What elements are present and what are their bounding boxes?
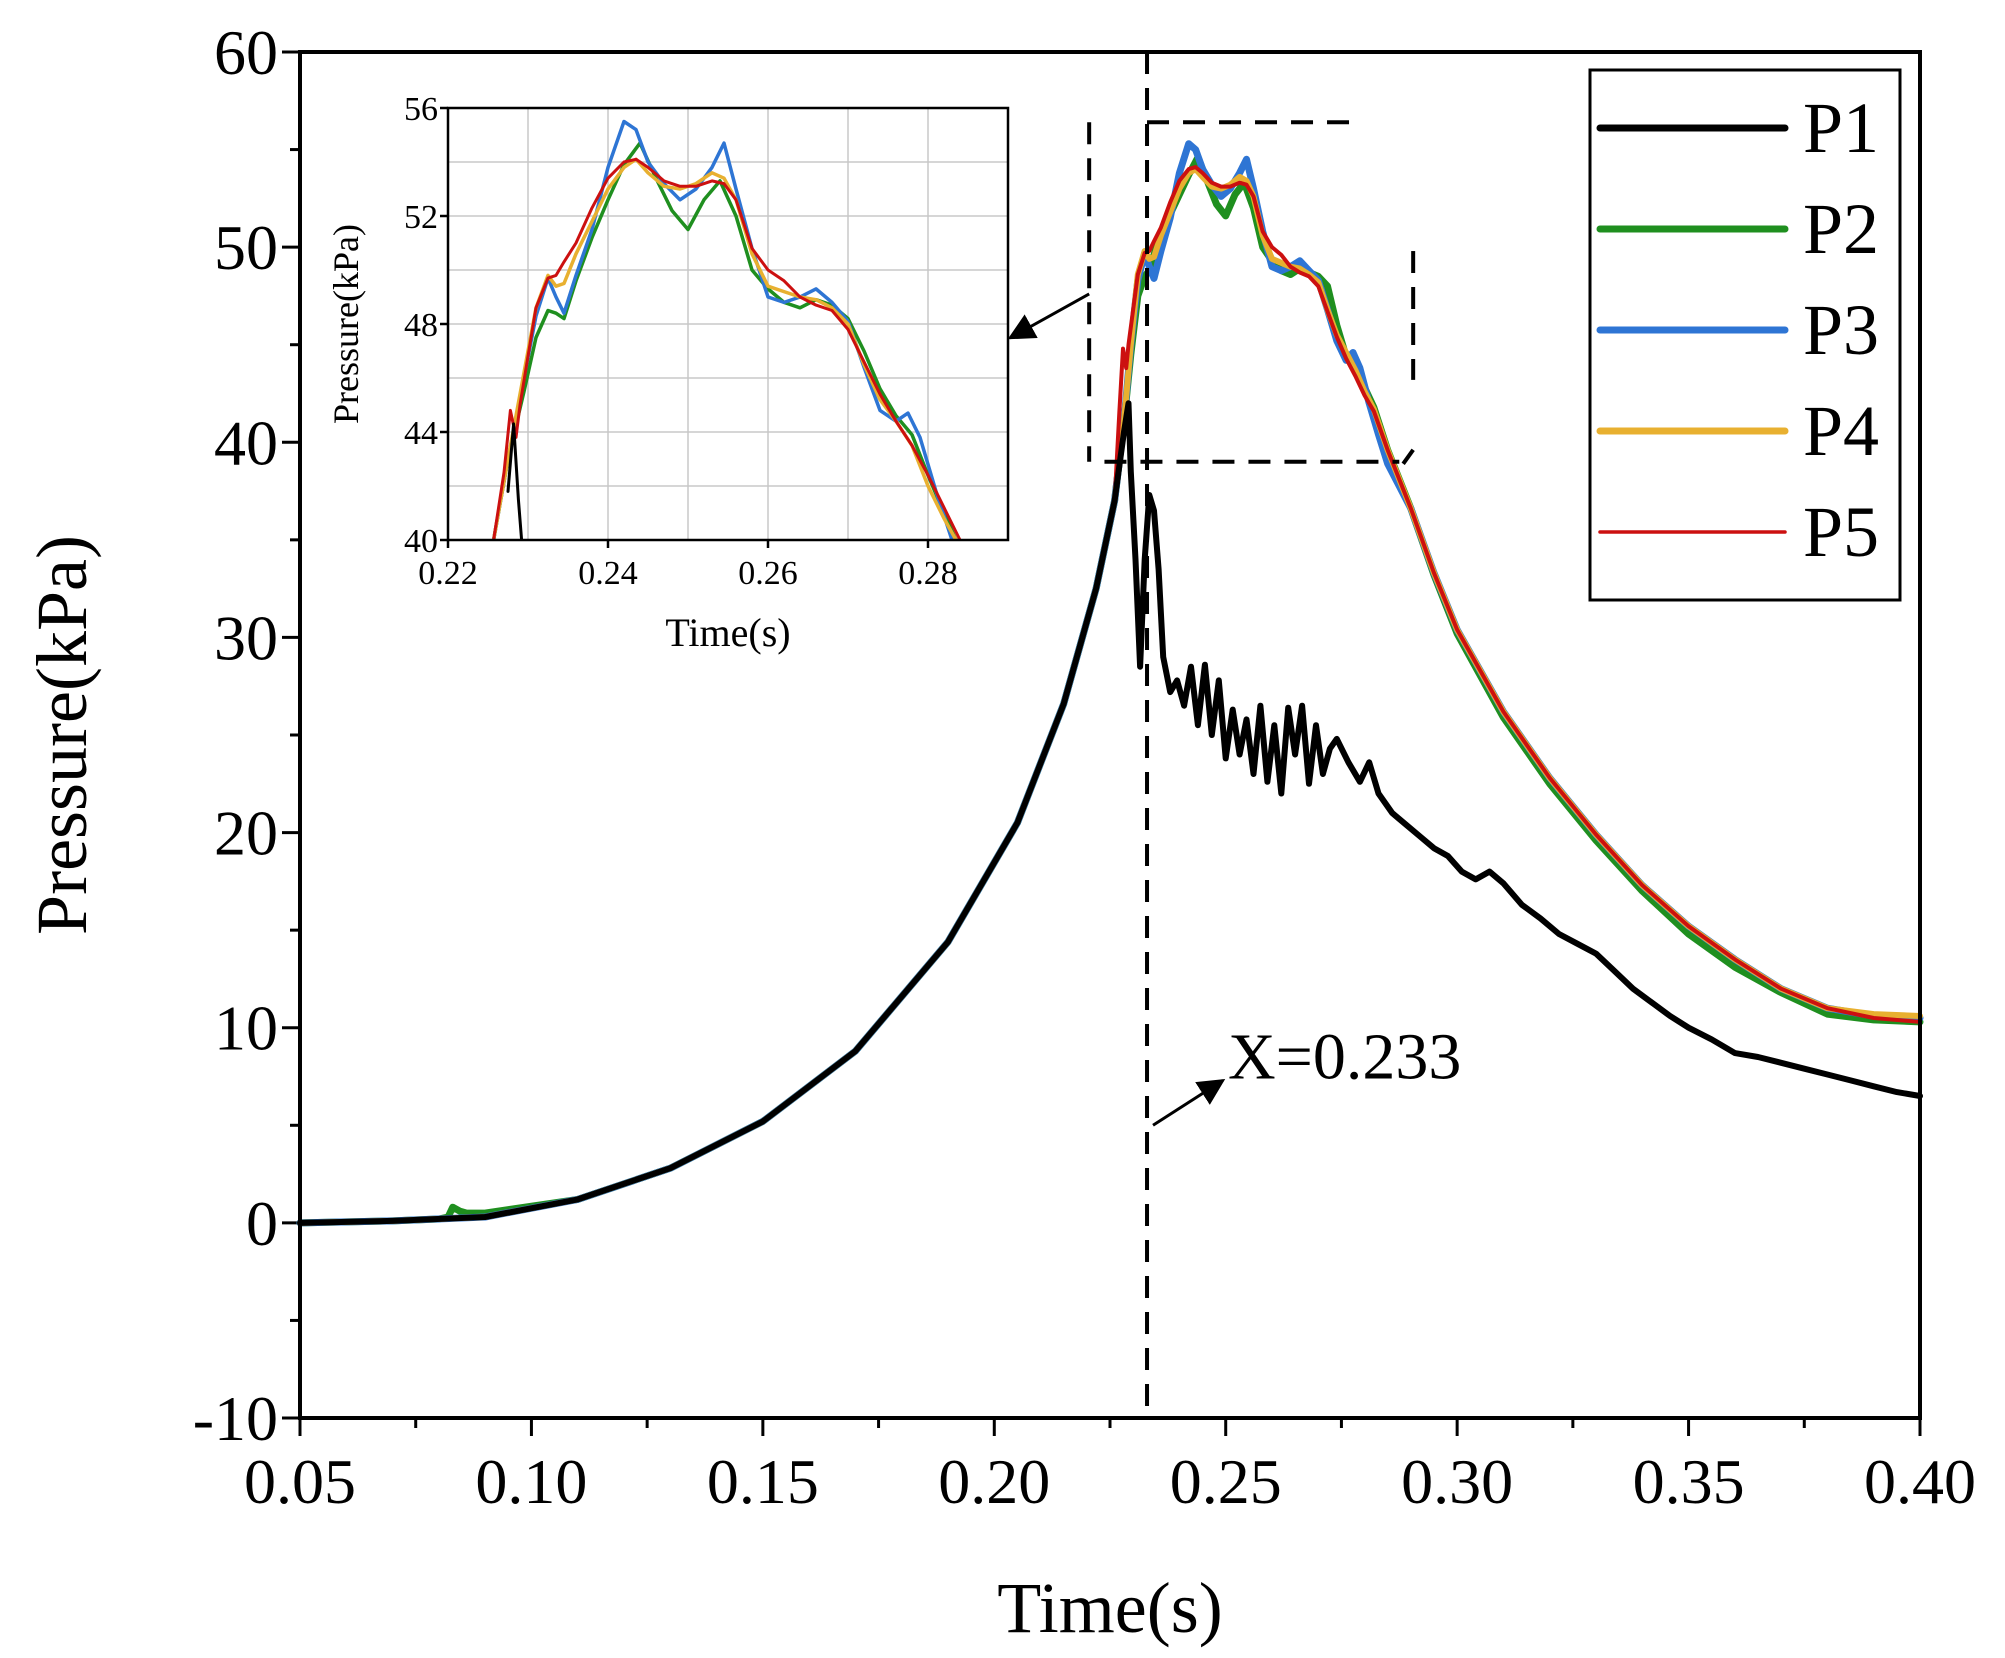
main-y-tick-label: 60 bbox=[214, 17, 278, 88]
legend-label-p4: P4 bbox=[1803, 391, 1879, 471]
main-x-tick-label: 0.25 bbox=[1170, 1446, 1282, 1517]
inset-series-line-p2 bbox=[491, 141, 958, 540]
inset-x-tick-label: 0.22 bbox=[418, 555, 478, 592]
inset-y-tick-label: 56 bbox=[404, 91, 438, 128]
legend-label-p1: P1 bbox=[1803, 88, 1879, 168]
main-x-tick-label: 0.20 bbox=[938, 1446, 1050, 1517]
legend: P1 P2 P3 P4 P5 bbox=[1588, 68, 1902, 602]
main-x-tick-label: 0.35 bbox=[1633, 1446, 1745, 1517]
inset-x-tick-label: 0.26 bbox=[738, 555, 798, 592]
inset-series-lines bbox=[491, 119, 962, 540]
legend-label-p5: P5 bbox=[1803, 492, 1879, 572]
inset-y-tick-label: 52 bbox=[404, 199, 438, 236]
legend-label-p3: P3 bbox=[1803, 290, 1879, 370]
main-tick-labels: 0.05 0.10 0.15 0.20 0.25 0.30 0.35 0.40 -10 0 10 20… bbox=[193, 17, 1976, 1517]
main-x-tick-label: 0.40 bbox=[1864, 1446, 1976, 1517]
main-x-tick-label: 0.15 bbox=[707, 1446, 819, 1517]
inset-y-axis-label: Pressure(kPa) bbox=[326, 224, 366, 424]
main-x-axis-label: Time(s) bbox=[997, 1568, 1222, 1648]
main-y-tick-label: 50 bbox=[214, 212, 278, 283]
main-y-tick-label: 30 bbox=[214, 602, 278, 673]
inset-plot: 0.22 0.24 0.26 0.28 40 44 48 52 56 Time(s) Press… bbox=[326, 91, 1010, 655]
legend-item-p3: P3 bbox=[1596, 290, 1879, 370]
inset-y-tick-label: 48 bbox=[404, 307, 438, 344]
main-y-tick-label: 20 bbox=[214, 798, 278, 869]
legend-item-p1: P1 bbox=[1596, 88, 1879, 168]
main-y-tick-label: 0 bbox=[246, 1188, 278, 1259]
inset-y-tick-label: 44 bbox=[404, 415, 438, 452]
vline-annotation-label: X=0.233 bbox=[1228, 1020, 1461, 1093]
legend-box bbox=[1588, 68, 1902, 602]
vline-annotation-arrow bbox=[1152, 1078, 1226, 1127]
legend-label-p2: P2 bbox=[1803, 189, 1879, 269]
inset-pointer-arrow bbox=[1007, 292, 1090, 340]
main-dashed-guides bbox=[1007, 52, 1416, 1418]
inset-x-tick-label: 0.28 bbox=[898, 555, 958, 592]
inset-tick-labels: 0.22 0.24 0.26 0.28 40 44 48 52 56 bbox=[404, 91, 958, 592]
legend-items: P1 P2 P3 P4 P5 bbox=[1596, 88, 1879, 572]
main-series-lines bbox=[296, 140, 1924, 1227]
main-y-axis-label: Pressure(kPa) bbox=[22, 535, 102, 935]
legend-item-p2: P2 bbox=[1596, 189, 1879, 269]
main-y-tick-label: 10 bbox=[214, 993, 278, 1064]
inset-series-line-p1 bbox=[506, 422, 524, 540]
inset-x-tick-label: 0.24 bbox=[578, 555, 638, 592]
main-plot-frame bbox=[298, 50, 1922, 1420]
legend-item-p4: P4 bbox=[1596, 391, 1879, 471]
main-x-tick-label: 0.30 bbox=[1401, 1446, 1513, 1517]
main-x-tick-label: 0.10 bbox=[475, 1446, 587, 1517]
legend-item-p5: P5 bbox=[1598, 492, 1879, 572]
inset-y-tick-label: 40 bbox=[404, 523, 438, 560]
inset-grid bbox=[448, 108, 1008, 540]
main-series-line-p1 bbox=[297, 400, 1923, 1226]
inset-series-line-p3 bbox=[491, 119, 954, 540]
inset-axis-ticks bbox=[440, 106, 930, 548]
main-y-tick-label: 40 bbox=[214, 407, 278, 478]
zoom-box-corner bbox=[1401, 448, 1415, 465]
inset-series-line-p4 bbox=[491, 157, 958, 540]
main-plot: 0.05 0.10 0.15 0.20 0.25 0.30 0.35 0.40 -10 0 10 20… bbox=[22, 17, 1976, 1648]
inset-x-axis-label: Time(s) bbox=[665, 610, 790, 655]
main-x-tick-label: 0.05 bbox=[244, 1446, 356, 1517]
main-y-tick-label: -10 bbox=[193, 1383, 278, 1454]
inset-series-line-p5 bbox=[492, 157, 962, 540]
